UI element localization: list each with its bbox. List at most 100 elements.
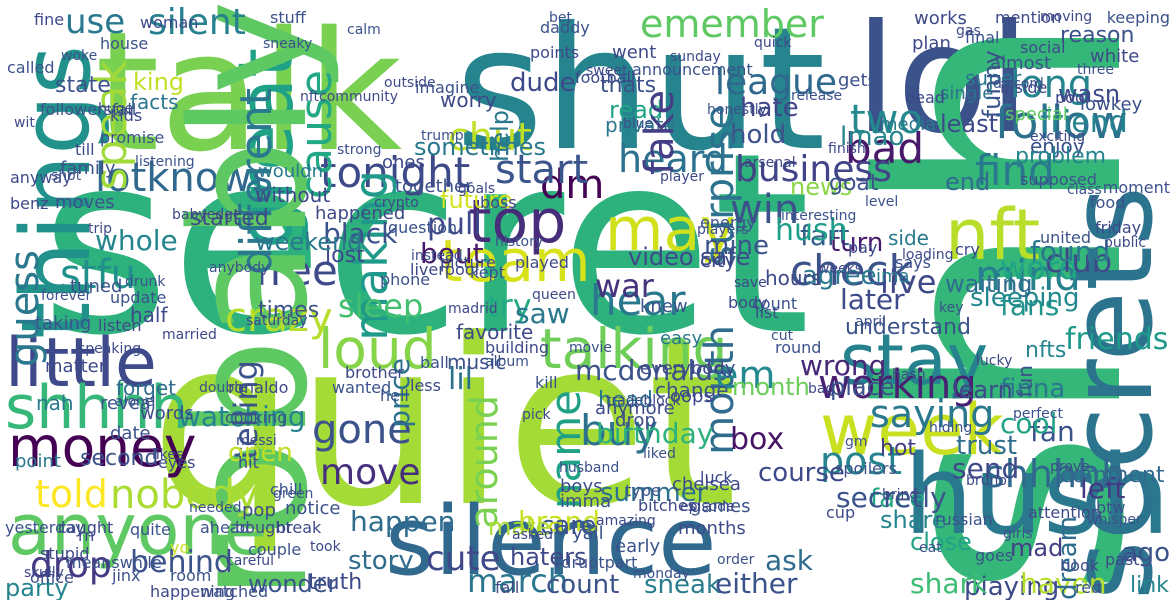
cloud-word: stupid	[40, 544, 90, 563]
cloud-word: fan	[1030, 415, 1075, 448]
cloud-word: free	[255, 246, 338, 295]
cloud-word: order	[717, 552, 755, 568]
cloud-word: future	[440, 186, 513, 214]
cloud-word: quiet	[150, 291, 738, 558]
cloud-word: moving	[1040, 9, 1093, 25]
cloud-word: food	[1090, 193, 1126, 212]
cloud-word: asked	[512, 527, 553, 543]
cloud-word: forever	[41, 288, 92, 304]
cloud-word: black	[323, 217, 398, 250]
cloud-word: keeping	[1106, 8, 1170, 27]
cloud-word: lil	[448, 362, 474, 397]
cloud-word: yall	[572, 523, 604, 544]
cloud-word: party	[5, 574, 69, 600]
cloud-word: crypto	[374, 195, 419, 211]
cloud-word: send	[952, 452, 1020, 485]
cloud-word: favorite	[456, 320, 534, 344]
cloud-word: march	[467, 562, 569, 600]
cloud-word: saturday	[246, 313, 308, 329]
cloud-word: fall	[495, 578, 520, 597]
cloud-word: anyway	[10, 168, 72, 187]
cloud-word: wit	[14, 115, 35, 131]
cloud-word: nft	[945, 194, 1041, 276]
cloud-word: finish	[828, 141, 866, 157]
cloud-word: babyedge	[172, 207, 242, 223]
cloud-word: word	[1000, 249, 1079, 287]
cloud-word: followersfall	[40, 100, 137, 119]
cloud-word: white	[1090, 46, 1140, 67]
cloud-word: arsenal	[744, 155, 796, 171]
cloud-word: ask	[765, 544, 813, 577]
cloud-word: cry	[955, 240, 980, 259]
cloud-word: football	[575, 68, 636, 87]
cloud-word: sleep	[338, 287, 424, 325]
cloud-word: told	[35, 472, 108, 516]
cloud-word: finna	[1000, 374, 1066, 404]
cloud-word: till	[75, 140, 95, 159]
cloud-word: pull	[427, 207, 482, 242]
cloud-word: crazy	[225, 295, 333, 341]
cloud-word: use	[65, 2, 126, 42]
cloud-word: summer	[600, 478, 708, 508]
cloud-word: needed	[189, 500, 242, 516]
cloud-word: tradeblock	[606, 393, 681, 409]
cloud-word: calm	[347, 22, 381, 38]
cloud-word: points	[530, 43, 580, 62]
cloud-word: hush	[903, 431, 1170, 559]
cloud-word: link	[1130, 573, 1169, 598]
cloud-word: three	[1077, 62, 1115, 78]
cloud-word: happened	[315, 203, 406, 224]
cloud-word: box	[730, 422, 785, 457]
cloud-word: united	[1040, 228, 1091, 247]
cloud-word: blue	[623, 116, 654, 132]
cloud-word: skully	[24, 565, 64, 581]
cloud-word: update	[110, 288, 167, 307]
cloud-word: shut	[455, 0, 826, 189]
cloud-word: messi	[236, 433, 277, 449]
cloud-word: gm	[845, 434, 868, 450]
cloud-word: happen	[350, 505, 456, 538]
cloud-word: pool	[1055, 88, 1090, 107]
cloud-word: early	[615, 536, 661, 557]
cloud-word: drop	[30, 545, 112, 586]
cloud-word: likes	[152, 447, 184, 463]
cloud-word: course	[758, 458, 845, 488]
cloud-word: album	[485, 354, 529, 370]
cloud-word: mind	[975, 251, 1081, 300]
cloud-word: eyes	[158, 453, 196, 472]
cloud-word: lmao	[840, 122, 905, 152]
cloud-word: liverpool	[410, 260, 479, 279]
cloud-word: least	[940, 110, 999, 138]
cloud-word: fake	[637, 90, 683, 175]
cloud-word: woke	[61, 48, 98, 64]
cloud-word: loud	[318, 317, 437, 381]
cloud-word: reason	[1060, 23, 1135, 48]
cloud-word: hear	[590, 276, 686, 325]
cloud-word: words	[140, 403, 194, 424]
cloud-word: supposed	[1020, 170, 1097, 189]
cloud-word: body	[728, 293, 768, 312]
cloud-word: strong	[337, 142, 382, 158]
cloud-word: bitches	[638, 496, 696, 515]
cloud-word: lost	[325, 243, 365, 268]
cloud-word: birthday	[596, 417, 714, 450]
cloud-word: lowkey	[1080, 94, 1143, 115]
cloud-word: haven	[1020, 567, 1107, 600]
cloud-word: russian	[935, 510, 993, 529]
cloud-word: hell	[380, 386, 409, 405]
cloud-word: friends	[1065, 322, 1169, 357]
cloud-word: matter	[45, 356, 107, 377]
cloud-word: music	[447, 350, 507, 374]
cloud-word: reveal	[100, 393, 156, 414]
cloud-word: cool	[1000, 407, 1058, 440]
cloud-word: league	[715, 62, 838, 103]
cloud-word: month	[732, 373, 810, 401]
cloud-word: mad	[1010, 534, 1064, 562]
cloud-word: haters	[510, 543, 587, 571]
cloud-word: games	[690, 496, 751, 517]
cloud-word: private	[605, 113, 676, 137]
cloud-word: shhhh	[5, 373, 189, 443]
cloud-word: wanted	[332, 378, 392, 397]
cloud-word: saw	[515, 297, 570, 330]
cloud-word: energy	[700, 213, 756, 232]
